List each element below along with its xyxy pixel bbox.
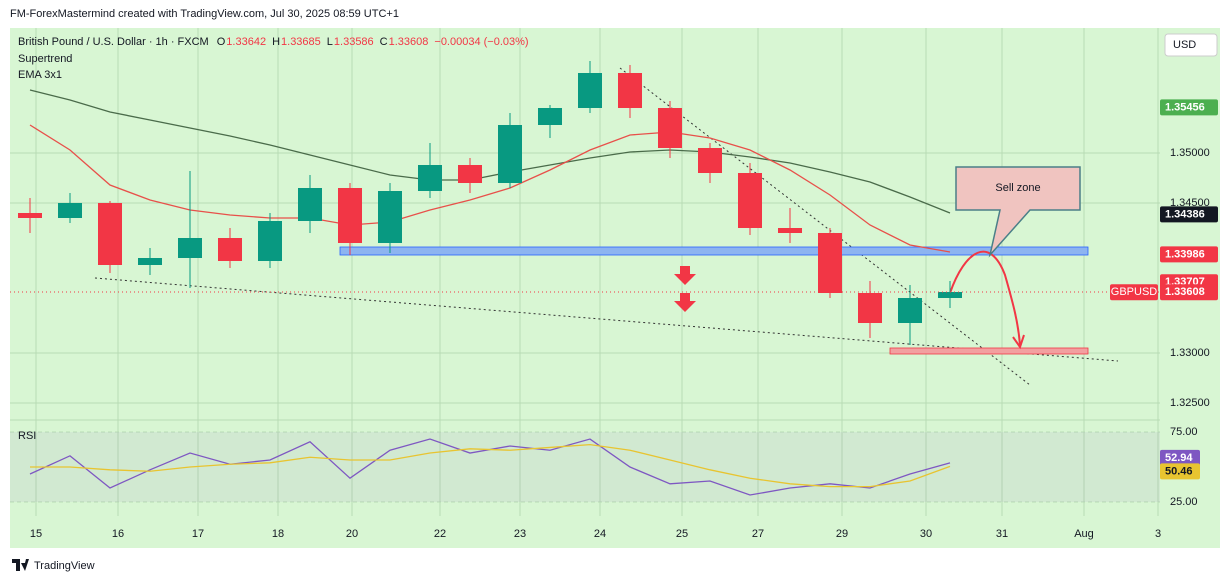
candle-body bbox=[258, 221, 282, 261]
indicator: Supertrend bbox=[18, 53, 72, 65]
candle-body bbox=[18, 213, 42, 218]
candle-body bbox=[58, 203, 82, 218]
symbol-title: British Pound / U.S. Dollar · 1h · FXCM bbox=[18, 36, 209, 48]
x-tick-label: 18 bbox=[272, 528, 284, 540]
rsi-title: RSI bbox=[18, 430, 36, 442]
line-series bbox=[30, 443, 951, 488]
ohlc-key: H bbox=[272, 36, 280, 48]
candle-body bbox=[658, 108, 682, 148]
ohlc-value: 1.33642 bbox=[226, 36, 266, 48]
x-tick-label: 25 bbox=[676, 528, 688, 540]
candle-body bbox=[138, 258, 162, 265]
arrow-head bbox=[1012, 334, 1025, 350]
x-tick-label: 23 bbox=[514, 528, 526, 540]
symbol-tag-box bbox=[1110, 284, 1158, 301]
price-label: 1.35456 bbox=[1165, 101, 1205, 113]
x-tick-label: 29 bbox=[836, 528, 848, 540]
callout bbox=[955, 166, 1081, 258]
value-label-box bbox=[1160, 463, 1200, 480]
value-label-box bbox=[1160, 449, 1200, 466]
callout-text: Sell zone bbox=[995, 182, 1040, 194]
price-label: 1.33986 bbox=[1165, 248, 1205, 260]
price-label: 1.33608 bbox=[1165, 286, 1205, 298]
y-tick-label: 1.33000 bbox=[1170, 347, 1210, 359]
down-arrows bbox=[674, 266, 696, 312]
y-tick-label: 1.32500 bbox=[1170, 397, 1210, 409]
chart-background bbox=[10, 28, 1220, 548]
candle-body bbox=[218, 238, 242, 261]
y-tick-label: 1.34500 bbox=[1170, 197, 1210, 209]
change: −0.00034 (−0.03%) bbox=[434, 36, 528, 48]
price-label-box bbox=[1160, 284, 1218, 301]
candle-body bbox=[98, 203, 122, 265]
x-tick-label: 22 bbox=[434, 528, 446, 540]
price-label-box bbox=[1160, 99, 1218, 116]
line-series bbox=[29, 89, 951, 214]
x-tick-label: 3 bbox=[1155, 528, 1161, 540]
candle-body bbox=[458, 165, 482, 183]
y-tick-label: 25.00 bbox=[1170, 496, 1198, 508]
candle-body bbox=[578, 73, 602, 108]
candle-body bbox=[938, 292, 962, 298]
candle-body bbox=[538, 108, 562, 125]
y-tick-label: 1.35000 bbox=[1170, 147, 1210, 159]
candle-body bbox=[858, 293, 882, 323]
candle-body bbox=[498, 125, 522, 183]
ohlc-value: 1.33608 bbox=[389, 36, 429, 48]
price-label-box bbox=[1160, 206, 1218, 223]
ohlc-key: L bbox=[327, 36, 333, 48]
x-tick-label: 15 bbox=[30, 528, 42, 540]
currency-box bbox=[1164, 33, 1218, 57]
y-tick-label: 75.00 bbox=[1170, 426, 1198, 438]
value-label: 52.94 bbox=[1165, 452, 1193, 464]
candle-body bbox=[898, 298, 922, 323]
sell-zone bbox=[339, 246, 1089, 256]
line-series bbox=[29, 124, 951, 253]
candle-body bbox=[298, 188, 322, 221]
candle-body bbox=[738, 173, 762, 228]
candle-body bbox=[818, 233, 842, 293]
x-tick-label: Aug bbox=[1074, 528, 1094, 540]
ohlc-key: O bbox=[217, 36, 226, 48]
target-zone bbox=[889, 347, 1089, 355]
ohlc-key: C bbox=[380, 36, 388, 48]
trend-line bbox=[619, 67, 1031, 386]
x-tick-label: 24 bbox=[594, 528, 606, 540]
candle-body bbox=[778, 228, 802, 233]
projection-arrow bbox=[949, 250, 1021, 346]
trend-line bbox=[94, 277, 1119, 362]
x-tick-label: 20 bbox=[346, 528, 358, 540]
candle-body bbox=[418, 165, 442, 191]
ohlc-value: 1.33586 bbox=[334, 36, 374, 48]
x-tick-label: 16 bbox=[112, 528, 124, 540]
candle-body bbox=[178, 238, 202, 258]
x-tick-label: 17 bbox=[192, 528, 204, 540]
candle-body bbox=[378, 191, 402, 243]
candle-body bbox=[618, 73, 642, 108]
x-tick-label: 27 bbox=[752, 528, 764, 540]
price-label: 1.34386 bbox=[1165, 208, 1205, 220]
footer: TradingView bbox=[34, 560, 95, 572]
candle-body bbox=[698, 148, 722, 173]
x-tick-label: 30 bbox=[920, 528, 932, 540]
header: FM-ForexMastermind created with TradingV… bbox=[10, 8, 399, 20]
symbol-tag: GBPUSD bbox=[1111, 286, 1158, 298]
rsi-band bbox=[10, 432, 1160, 503]
currency: USD bbox=[1173, 39, 1196, 51]
indicator: EMA 3x1 bbox=[18, 69, 62, 81]
ohlc-value: 1.33685 bbox=[281, 36, 321, 48]
logo bbox=[12, 559, 29, 571]
price-label-box bbox=[1160, 246, 1218, 263]
value-label: 50.46 bbox=[1165, 465, 1193, 477]
candle-body bbox=[338, 188, 362, 243]
x-tick-label: 31 bbox=[996, 528, 1008, 540]
